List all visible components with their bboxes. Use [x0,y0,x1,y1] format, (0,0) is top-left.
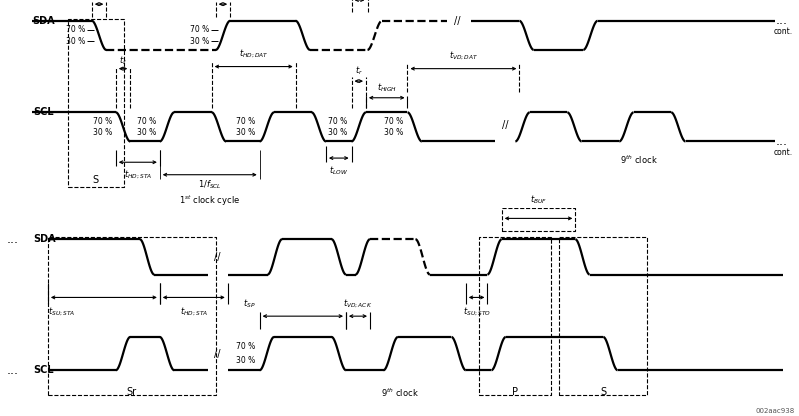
Text: $t_{SP}$: $t_{SP}$ [243,297,256,310]
Text: 30 %: 30 % [190,37,209,46]
Text: cont.: cont. [773,148,793,157]
Text: 70 %: 70 % [190,25,209,34]
Text: 30 %: 30 % [384,128,403,137]
Text: SCL: SCL [34,365,54,375]
Text: ...: ... [6,364,18,377]
Text: S: S [600,387,606,397]
Text: cont.: cont. [773,27,793,36]
Text: 30 %: 30 % [236,356,255,365]
Text: $t_{SU;STO}$: $t_{SU;STO}$ [463,306,491,318]
Text: 30 %: 30 % [137,128,156,137]
Text: $t_{HD;STA}$: $t_{HD;STA}$ [124,168,152,181]
Text: 30 %: 30 % [66,37,85,46]
Text: //: // [214,252,221,262]
Text: Sr: Sr [127,387,137,397]
Text: $t_{HD;STA}$: $t_{HD;STA}$ [180,306,208,318]
Text: $t_{BUF}$: $t_{BUF}$ [530,193,547,206]
Text: 70 %: 70 % [236,342,255,352]
Text: $t_f$: $t_f$ [119,54,127,67]
Text: 30 %: 30 % [237,128,256,137]
Text: 70 %: 70 % [66,25,85,34]
Text: P: P [512,387,519,397]
Text: 70 %: 70 % [93,116,112,126]
Text: $1^{st}$ clock cycle: $1^{st}$ clock cycle [179,193,240,208]
Text: ...: ... [6,233,18,246]
Text: 70 %: 70 % [328,116,348,126]
Text: 70 %: 70 % [237,116,256,126]
Text: $t_{VD;ACK}$: $t_{VD;ACK}$ [344,298,372,310]
Text: $9^{th}$ clock: $9^{th}$ clock [620,154,658,166]
Text: //: // [454,16,460,26]
Text: 70 %: 70 % [384,116,403,126]
Text: 30 %: 30 % [328,128,348,137]
Text: $t_{HD;DAT}$: $t_{HD;DAT}$ [239,48,268,60]
Text: $t_{HIGH}$: $t_{HIGH}$ [376,81,397,94]
Text: //: // [214,349,221,359]
Text: S: S [93,175,99,185]
Text: $1 / f_{SCL}$: $1 / f_{SCL}$ [198,179,221,191]
Text: ...: ... [775,135,788,148]
Text: SDA: SDA [33,16,55,26]
Text: //: // [502,120,508,130]
Text: 70 %: 70 % [137,116,156,126]
Text: 30 %: 30 % [93,128,112,137]
Text: $9^{th}$ clock: $9^{th}$ clock [380,387,419,399]
Text: $t_r$: $t_r$ [355,64,363,77]
Text: ...: ... [775,14,788,27]
Text: $t_{SU;STA}$: $t_{SU;STA}$ [48,306,75,318]
Text: $t_{LOW}$: $t_{LOW}$ [329,164,348,177]
Text: SCL: SCL [34,107,54,117]
Text: SDA: SDA [34,234,56,244]
Text: 002aac938: 002aac938 [756,408,795,414]
Text: $t_{VD;DAT}$: $t_{VD;DAT}$ [449,50,478,62]
